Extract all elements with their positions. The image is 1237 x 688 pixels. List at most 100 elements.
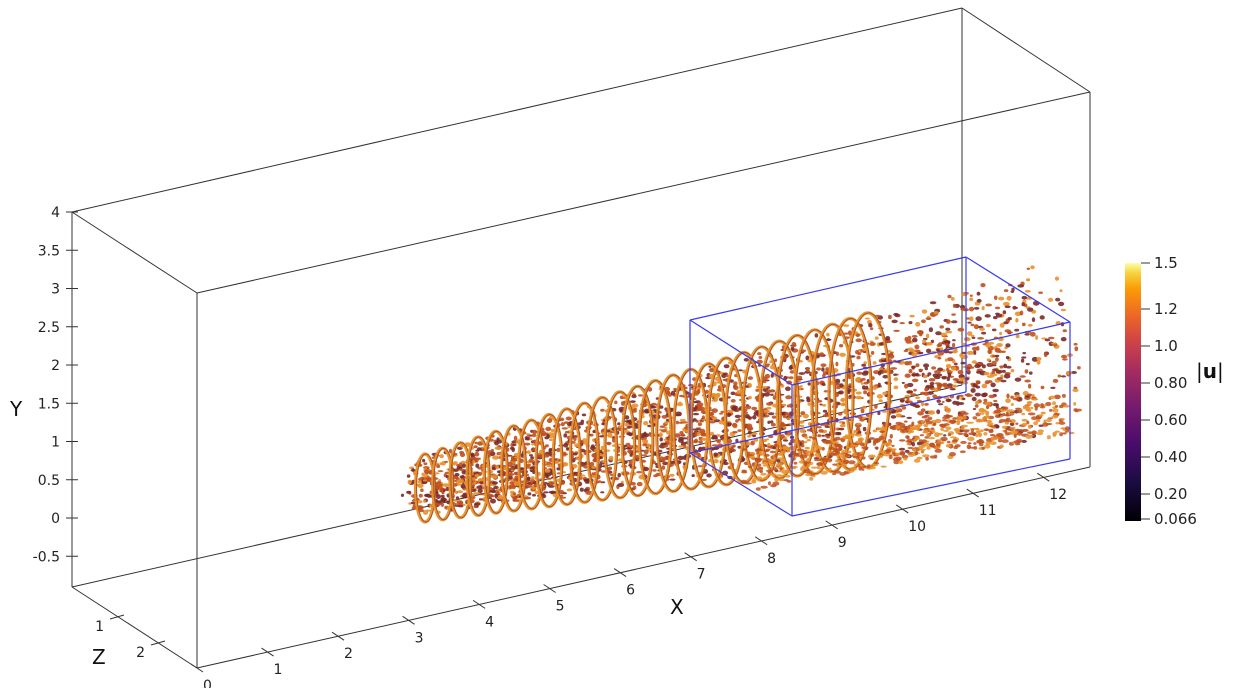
vortex-fragment bbox=[934, 418, 942, 424]
wake-debris bbox=[1001, 425, 1008, 429]
vortex-fragment bbox=[545, 474, 549, 479]
vortex-fragment bbox=[1060, 337, 1067, 342]
vortex-fragment bbox=[914, 344, 920, 350]
vortex-fragment bbox=[975, 382, 979, 385]
wake-debris bbox=[921, 443, 926, 448]
vortex-fragment bbox=[936, 409, 941, 415]
vortex-fragment bbox=[968, 394, 973, 397]
wake-debris bbox=[853, 430, 858, 434]
vortex-fragment bbox=[473, 445, 478, 449]
wake-debris bbox=[905, 440, 911, 443]
vortex-fragment bbox=[819, 352, 825, 357]
x-tick-mark bbox=[613, 568, 627, 577]
vortex-fragment bbox=[937, 403, 944, 406]
vortex-fragment bbox=[931, 366, 937, 370]
wake-debris bbox=[847, 450, 852, 454]
y-axis-title: Y bbox=[9, 397, 23, 421]
vortex-fragment bbox=[839, 383, 844, 388]
vortex-fragment bbox=[451, 462, 457, 466]
vortex-fragment bbox=[808, 436, 813, 439]
vortex-fragment bbox=[856, 376, 861, 380]
vortex-fragment bbox=[543, 491, 549, 494]
wake-debris bbox=[775, 474, 783, 477]
vortex-fragment bbox=[936, 399, 941, 403]
vortex-fragment bbox=[1027, 393, 1032, 397]
wake-debris bbox=[832, 438, 838, 442]
vortex-fragment bbox=[1059, 289, 1063, 293]
helix-ring-shade bbox=[708, 357, 746, 486]
subdomain-box bbox=[689, 256, 1071, 517]
vortex-fragment bbox=[512, 496, 519, 499]
vortex-fragment bbox=[804, 370, 811, 374]
z-tick-label: 2 bbox=[136, 645, 145, 661]
vortex-fragment bbox=[945, 330, 953, 334]
vortex-fragment bbox=[526, 484, 532, 488]
wake-debris bbox=[776, 457, 784, 460]
vortex-fragment bbox=[985, 343, 992, 348]
vortex-fragment bbox=[713, 459, 719, 464]
wake-debris bbox=[1009, 426, 1016, 430]
wake-debris bbox=[972, 416, 978, 420]
vortex-fragment bbox=[1015, 318, 1019, 323]
vortex-fragment bbox=[530, 456, 534, 460]
vortex-fragment bbox=[410, 501, 416, 505]
z-tick-mark bbox=[109, 614, 125, 620]
wake-debris bbox=[796, 448, 805, 452]
x-tick-mark bbox=[402, 615, 415, 625]
vortex-fragment bbox=[562, 451, 567, 455]
wake-debris bbox=[853, 463, 859, 466]
vortex-fragment bbox=[876, 394, 884, 399]
vortex-fragment bbox=[842, 324, 850, 327]
vortex-fragment bbox=[904, 394, 911, 398]
vortex-fragment bbox=[1012, 305, 1017, 310]
vortex-fragment bbox=[711, 444, 719, 447]
wake-debris bbox=[895, 456, 902, 461]
vortex-fragment bbox=[915, 396, 920, 400]
vortex-fragment bbox=[929, 382, 935, 385]
vortex-fragment bbox=[751, 406, 758, 411]
vortex-fragment bbox=[1054, 394, 1061, 400]
wake-debris bbox=[748, 455, 756, 459]
vortex-fragment bbox=[983, 398, 988, 402]
vortex-fragment bbox=[923, 363, 930, 368]
vortex-fragment bbox=[967, 331, 973, 336]
helix-ring-shade bbox=[433, 447, 455, 521]
vortex-fragment bbox=[494, 446, 502, 451]
vortex-fragment bbox=[664, 421, 669, 425]
helix-ring-shade bbox=[571, 402, 600, 503]
wake-debris bbox=[855, 440, 862, 444]
vortex-fragment bbox=[969, 294, 973, 297]
vortex-fragment bbox=[532, 493, 536, 497]
vortex-fragment bbox=[839, 424, 846, 428]
x-tick-label: 4 bbox=[485, 614, 494, 630]
vortex-fragment bbox=[921, 309, 928, 314]
vortex-fragment bbox=[1073, 386, 1078, 390]
vortex-fragment bbox=[874, 404, 878, 409]
vortex-fragment bbox=[856, 371, 863, 375]
wake-debris bbox=[857, 437, 865, 442]
vortex-fragment bbox=[904, 383, 909, 389]
vortex-fragment bbox=[785, 395, 792, 400]
vortex-fragment bbox=[930, 339, 935, 344]
vortex-fragment bbox=[474, 473, 480, 478]
vortex-fragment bbox=[530, 476, 535, 480]
vortex-fragment bbox=[971, 396, 977, 402]
vortex-fragment bbox=[556, 467, 561, 471]
helix-ring-shade bbox=[588, 397, 618, 501]
vortex-fragment bbox=[909, 314, 915, 318]
wake-debris bbox=[810, 452, 815, 457]
vortex-fragment bbox=[454, 479, 457, 482]
vortex-fragment bbox=[747, 430, 752, 435]
vortex-fragment bbox=[995, 404, 999, 409]
vortex-fragment bbox=[923, 423, 929, 428]
vortex-fragment bbox=[946, 357, 954, 362]
vortex-fragment bbox=[1052, 378, 1059, 383]
wake-debris bbox=[941, 419, 948, 422]
vortex-fragment bbox=[642, 443, 647, 447]
vortex-fragment bbox=[872, 429, 878, 433]
vortex-fragment bbox=[550, 428, 555, 433]
vortex-fragment bbox=[985, 323, 991, 328]
vortex-fragment bbox=[986, 419, 992, 424]
